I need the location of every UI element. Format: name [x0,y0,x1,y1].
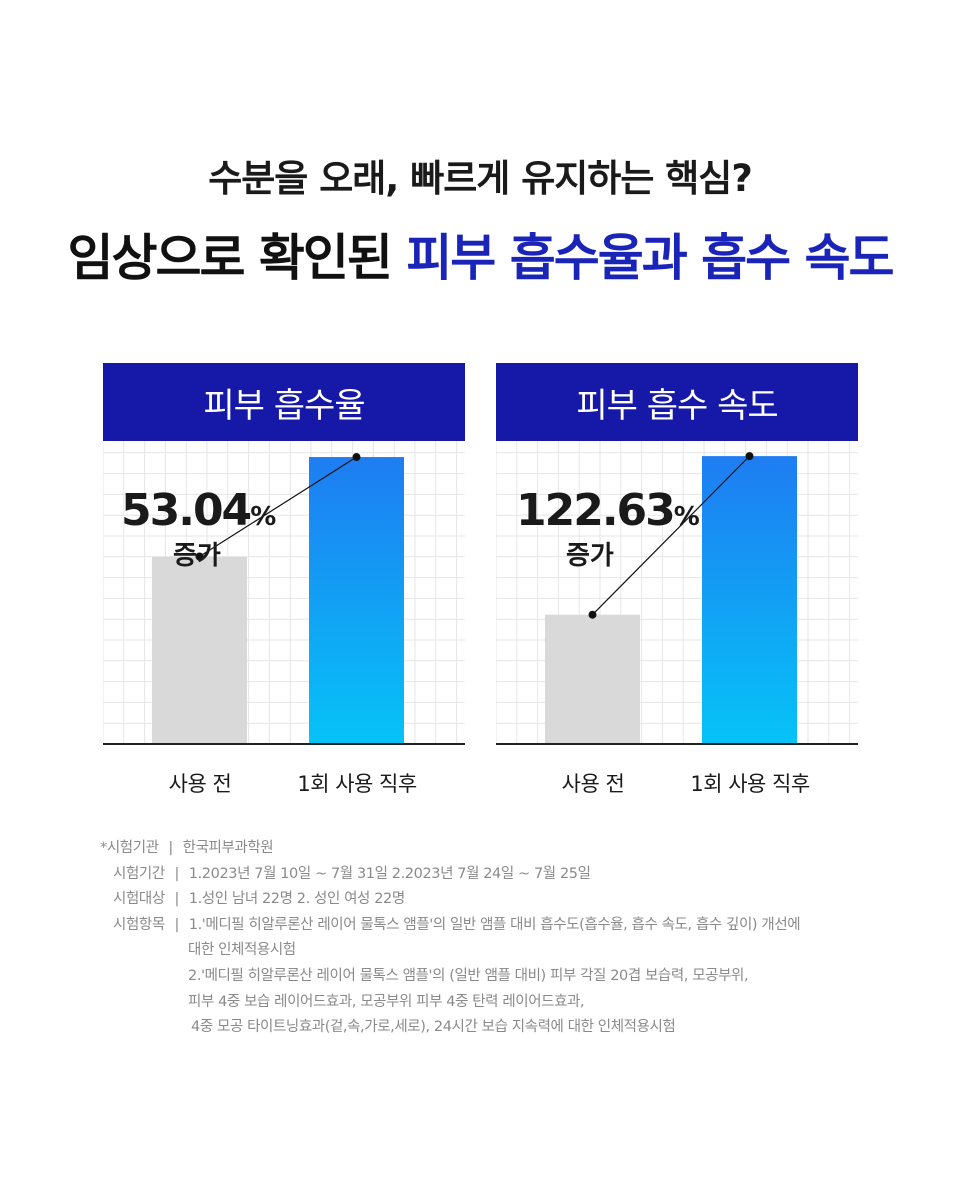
increase-value: 122.63% [516,485,700,536]
increase-number: 53.04 [121,485,252,536]
bar-after [702,456,797,744]
category-label-before: 사용 전 [561,772,625,796]
chart-title: 피부 흡수율 [103,363,465,441]
chart-svg [496,441,858,745]
page-subtitle: 수분을 오래, 빠르게 유지하는 핵심? [208,157,753,200]
bar-before [545,614,640,744]
marker-after [352,453,361,462]
bar-before [152,556,247,744]
note-row-items: 시험항목 | 1.'메디필 히알루론산 레이어 물톡스 앰플'의 일반 앰플 대비 … [100,913,801,939]
note-row-institution: *시험기관 | 한국피부과학원 [100,836,800,862]
note-continuation: 4중 모공 타이트닝효과(겉,속,가로,세로), 24시간 보습 지속력에 대한… [191,1019,676,1036]
chart-plot-area [103,441,465,745]
chart-title: 피부 흡수 속도 [496,363,858,441]
note-value: 한국피부과학원 [182,840,274,856]
bar-after [309,457,404,744]
note-separator: | [174,916,180,933]
note-label: *시험기관 [100,840,159,856]
increase-label: 증가 [566,541,614,571]
test-notes: *시험기관 | 한국피부과학원 시험기간 | 1.2023년 7월 10일 ~ 7월 3… [100,836,801,1041]
increase-label: 증가 [173,541,221,571]
category-label-after: 1회 사용 직후 [690,772,810,796]
page-title-prefix: 임상으로 확인된 [67,229,407,287]
note-row-subjects: 시험대상 | 1.성인 남녀 22명 2. 성인 여성 22명 [100,887,800,913]
note-separator: | [174,865,180,882]
category-label-before: 사용 전 [168,772,232,796]
page-title-highlight: 피부 흡수율과 흡수 속도 [406,229,894,287]
connector-line [199,456,357,558]
chart-plot-area [496,441,858,745]
note-row-period: 시험기간 | 1.2023년 7월 10일 ~ 7월 31일 2.2023년 7월 … [100,862,800,888]
note-continuation: 피부 4중 보습 레이어드효과, 모공부위 피부 4중 탄력 레이어드효과, [188,993,585,1010]
note-value: 1.'메디필 히알루론산 레이어 물톡스 앰플'의 일반 앰플 대비 흡수도(흡… [188,916,801,933]
increase-number: 122.63 [516,485,676,536]
chart-panel-absorption-rate: 피부 흡수율 53.04% 증가 사용 전 1회 사용 직후 [103,363,465,803]
note-value: 1.성인 남녀 22명 2. 성인 여성 22명 [188,891,405,908]
marker-before [588,610,597,619]
category-label-after: 1회 사용 직후 [297,772,417,796]
note-continuation: 대한 인체적용시험 [188,942,296,959]
increase-unit: % [673,502,700,532]
marker-after [745,452,754,461]
note-label: 시험대상 [113,891,165,908]
increase-unit: % [250,502,277,532]
note-separator: | [174,891,180,908]
note-value: 1.2023년 7월 10일 ~ 7월 31일 2.2023년 7월 24일 ~… [188,865,591,882]
connector-line [592,455,750,616]
note-label: 시험기간 [113,865,165,882]
marker-before [195,552,204,561]
note-separator: | [168,840,173,856]
chart-svg [103,441,465,745]
increase-value: 53.04% [121,485,276,536]
chart-panel-absorption-speed: 피부 흡수 속도 122.63% 증가 사용 전 1회 사용 직후 [496,363,858,803]
page-title: 임상으로 확인된 피부 흡수율과 흡수 속도 [0,218,960,290]
note-label: 시험항목 [113,916,165,933]
note-continuation: 2.'메디필 히알루론산 레이어 물톡스 앰플'의 (일반 앰플 대비) 피부 … [188,967,749,984]
